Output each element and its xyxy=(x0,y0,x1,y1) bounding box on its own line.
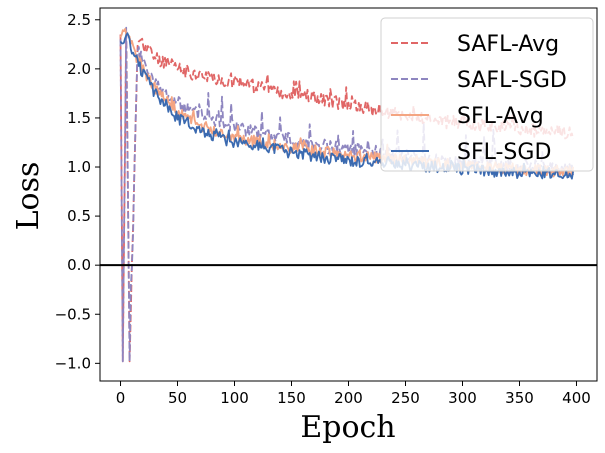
x-tick-label: 300 xyxy=(448,389,477,407)
y-tick-label: −0.5 xyxy=(55,305,91,323)
y-tick-label: 0.5 xyxy=(67,207,91,225)
y-tick-label: 1.5 xyxy=(67,109,91,127)
x-tick-label: 200 xyxy=(334,389,363,407)
legend-label: SAFL-SGD xyxy=(457,68,567,93)
legend-label: SAFL-Avg xyxy=(457,32,559,57)
x-tick-label: 250 xyxy=(391,389,420,407)
y-tick-label: 0.0 xyxy=(67,256,91,274)
legend-label: SFL-SGD xyxy=(457,140,551,165)
x-tick-label: 50 xyxy=(168,389,187,407)
series-line-safl-avg xyxy=(119,28,574,363)
y-tick-label: 1.0 xyxy=(67,158,91,176)
y-axis-title: Loss xyxy=(11,162,46,231)
axes: 0 50 100 150 200 250 300 350 400 −1.0 −0.5 0.0 0.5 1.… xyxy=(55,7,598,407)
x-tick-label: 0 xyxy=(116,389,126,407)
x-axis-title: Epoch xyxy=(300,410,395,445)
x-tick-label: 100 xyxy=(220,389,249,407)
x-tick-label: 400 xyxy=(562,389,591,407)
legend-label: SFL-Avg xyxy=(457,104,544,129)
series-line-sfl-sgd xyxy=(119,32,574,180)
legend-box xyxy=(380,17,594,172)
legend: SAFL-Avg SAFL-SGD SFL-Avg SFL-SGD xyxy=(380,17,594,172)
x-tick-label: 150 xyxy=(277,389,306,407)
x-tick-label: 350 xyxy=(505,389,534,407)
y-tick-label: 2.0 xyxy=(67,60,91,78)
y-tick-label: −1.0 xyxy=(55,354,91,372)
y-tick-label: 2.5 xyxy=(67,11,91,29)
